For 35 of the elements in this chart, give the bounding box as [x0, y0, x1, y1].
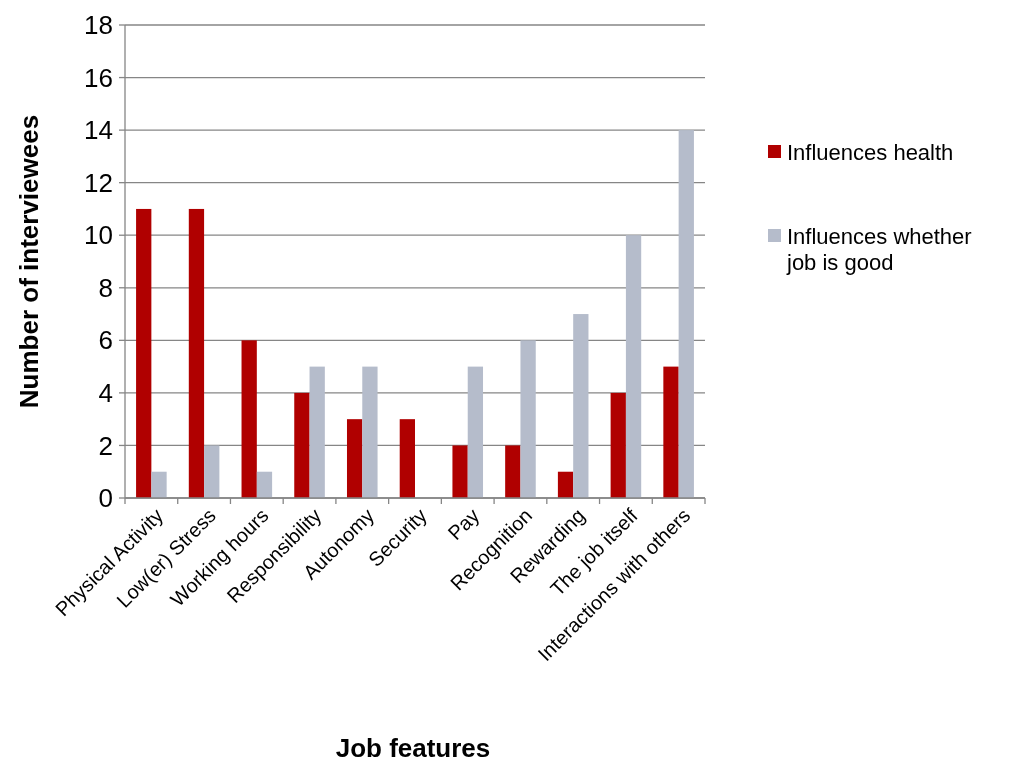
bar [557, 471, 574, 498]
bar [678, 130, 694, 498]
bar [625, 235, 642, 498]
bar [362, 366, 378, 498]
bar [151, 471, 167, 498]
legend-label: Influences whether job is good [786, 223, 972, 276]
y-tick-label: 0 [98, 483, 113, 514]
bar [573, 314, 589, 498]
y-tick-label: 12 [84, 167, 113, 198]
y-tick-label: 10 [84, 220, 113, 251]
bar [294, 392, 310, 498]
bar [505, 445, 521, 498]
y-tick-label: 6 [98, 325, 113, 356]
bar [204, 445, 220, 498]
bar [399, 419, 415, 498]
bar [520, 340, 536, 498]
bar [256, 471, 273, 498]
legend-label: Influences health [787, 139, 954, 165]
bar [241, 340, 257, 498]
x-axis-title: Job features [335, 733, 491, 762]
y-tick-label: 18 [84, 10, 113, 41]
bar [467, 366, 484, 498]
bar [610, 392, 626, 498]
y-axis-title: Number of interviewees [14, 114, 44, 409]
bar [309, 366, 325, 498]
y-tick-label: 2 [98, 430, 113, 461]
bar [136, 208, 152, 498]
y-tick-label: 16 [84, 62, 113, 93]
y-tick-label: 4 [98, 377, 113, 408]
bar [663, 366, 679, 498]
bar [188, 208, 205, 498]
y-tick-label: 14 [84, 115, 113, 146]
bar [452, 445, 468, 498]
y-tick-label: 8 [98, 272, 113, 303]
bar [346, 419, 363, 498]
